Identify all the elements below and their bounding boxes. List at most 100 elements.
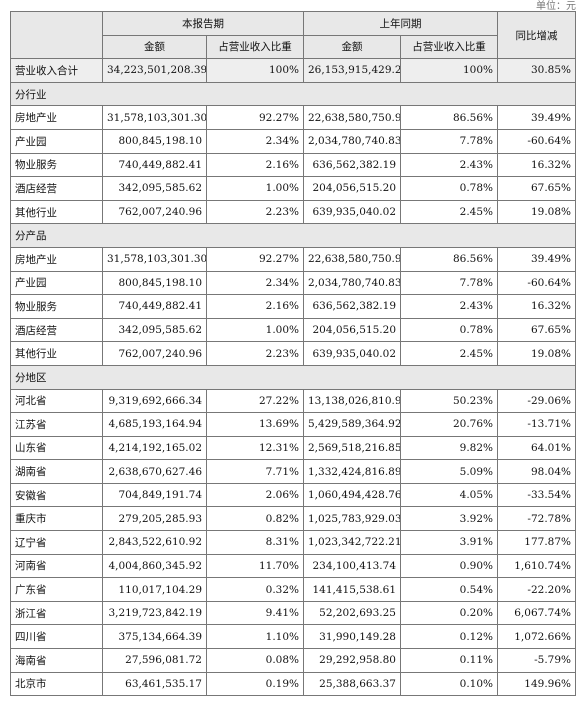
current-share-cell: 0.32% [206, 577, 304, 602]
yoy-change-cell: -29.06% [497, 388, 576, 414]
yoy-change-cell: -72.78% [497, 506, 576, 532]
total-row: 营业收入合计 34,223,501,208.39 100% 26,153,915… [10, 58, 576, 83]
prior-share-cell: 3.92% [400, 506, 498, 532]
prior-share-cell: 0.54% [400, 577, 498, 602]
yoy-change-cell: -5.79% [497, 648, 576, 673]
current-amount-cell: 342,095,585.62 [102, 176, 207, 201]
row-label: 房地产业 [10, 105, 103, 130]
row-label: 房地产业 [10, 246, 103, 272]
current-amount-cell: 2,638,670,627.46 [102, 459, 207, 484]
prior-amount-cell: 22,638,580,750.98 [303, 246, 401, 272]
yoy-change-cell: 67.65% [497, 176, 576, 201]
current-share-cell: 13.69% [206, 412, 304, 437]
current-share-cell: 2.06% [206, 482, 304, 508]
prior-amount-cell: 636,562,382.19 [303, 294, 401, 319]
table-body: 营业收入合计 34,223,501,208.39 100% 26,153,915… [10, 58, 576, 697]
row-label: 辽宁省 [10, 530, 103, 555]
table-row: 江苏省 4,685,193,164.94 13.69% 5,429,589,364.9… [10, 412, 576, 437]
table-row: 酒店经营 342,095,585.62 1.00% 204,056,515.20 0.7… [10, 176, 576, 201]
prior-share-cell: 3.91% [400, 530, 498, 555]
prior-amount-cell: 52,202,693.25 [303, 600, 401, 626]
header-row-columns: 金额 占营业收入比重 金额 占营业收入比重 [11, 34, 576, 60]
current-share-cell: 1.10% [206, 624, 304, 650]
table-row: 河南省 4,004,860,345.92 11.70% 234,100,413.74 0… [10, 553, 576, 579]
prior-amount-cell: 29,292,958.80 [303, 648, 401, 673]
prior-share-cell: 50.23% [400, 388, 498, 414]
prior-share-cell: 0.10% [400, 671, 498, 697]
current-share-cell: 2.23% [206, 341, 304, 366]
table-row: 安徽省 704,849,191.74 2.06% 1,060,494,428.76 4.… [10, 482, 576, 508]
row-label: 湖南省 [10, 459, 103, 484]
row-label: 海南省 [10, 648, 103, 673]
prior-amount-cell: 2,034,780,740.83 [303, 270, 401, 296]
row-label: 其他行业 [10, 341, 103, 366]
table-row: 物业服务 740,449,882.41 2.16% 636,562,382.19 2.4… [10, 294, 576, 319]
current-share-cell: 0.82% [206, 506, 304, 532]
current-amount-cell: 342,095,585.62 [102, 317, 207, 343]
row-label: 浙江省 [10, 600, 103, 626]
yoy-change-cell: 19.08% [497, 341, 576, 366]
table-row: 房地产业 31,578,103,301.30 92.27% 22,638,580,75… [10, 105, 576, 130]
yoy-change-cell: -13.71% [497, 412, 576, 437]
current-amount-cell: 9,319,692,666.34 [102, 388, 207, 414]
current-share-cell: 2.34% [206, 128, 304, 154]
table-row: 酒店经营 342,095,585.62 1.00% 204,056,515.20 0.7… [10, 317, 576, 343]
prior-share-cell: 0.11% [400, 648, 498, 673]
current-share-cell: 27.22% [206, 388, 304, 414]
prior-share-cell: 4.05% [400, 482, 498, 508]
header-current-period: 本报告期 [102, 11, 304, 36]
prior-amount-cell: 1,060,494,428.76 [303, 482, 401, 508]
prior-amount-cell: 1,332,424,816.89 [303, 459, 401, 484]
yoy-change-cell: 67.65% [497, 317, 576, 343]
row-label: 其他行业 [10, 199, 103, 225]
current-amount-cell: 31,578,103,301.30 [102, 105, 207, 130]
section-title: 分行业 [10, 81, 576, 107]
header-current-amount: 金额 [102, 34, 207, 60]
row-label: 营业收入合计 [10, 58, 103, 83]
prior-amount-cell: 639,935,040.02 [303, 341, 401, 366]
yoy-change-cell: -60.64% [497, 128, 576, 154]
table-row: 其他行业 762,007,240.96 2.23% 639,935,040.02 2.4… [10, 199, 576, 225]
prior-share-cell: 20.76% [400, 412, 498, 437]
row-label: 四川省 [10, 624, 103, 650]
current-amount-cell: 2,843,522,610.92 [102, 530, 207, 555]
row-label: 广东省 [10, 577, 103, 602]
prior-amount-cell: 2,034,780,740.83 [303, 128, 401, 154]
table-row: 产业园 800,845,198.10 2.34% 2,034,780,740.83 7.… [10, 128, 576, 154]
current-share-cell: 2.23% [206, 199, 304, 225]
table-row: 其他行业 762,007,240.96 2.23% 639,935,040.02 2.4… [10, 341, 576, 366]
yoy-change-cell: 177.87% [497, 530, 576, 555]
table-row: 河北省 9,319,692,666.34 27.22% 13,138,026,810.… [10, 388, 576, 414]
current-share-cell: 1.00% [206, 317, 304, 343]
current-amount-cell: 800,845,198.10 [102, 128, 207, 154]
current-share-cell: 0.19% [206, 671, 304, 697]
prior-amount-cell: 31,990,149.28 [303, 624, 401, 650]
current-share-cell: 0.08% [206, 648, 304, 673]
current-share-cell: 11.70% [206, 553, 304, 579]
yoy-change-cell: -22.20% [497, 577, 576, 602]
current-share-cell: 92.27% [206, 105, 304, 130]
prior-share-cell: 86.56% [400, 105, 498, 130]
yoy-change-cell: 1,072.66% [497, 624, 576, 650]
prior-share-cell: 2.43% [400, 294, 498, 319]
prior-amount-cell: 1,025,783,929.03 [303, 506, 401, 532]
yoy-change-cell: 98.04% [497, 459, 576, 484]
yoy-change-cell: 39.49% [497, 246, 576, 272]
table-row: 辽宁省 2,843,522,610.92 8.31% 1,023,342,722.21… [10, 530, 576, 555]
section-header-row: 分地区 [10, 364, 576, 390]
current-amount-cell: 740,449,882.41 [102, 294, 207, 319]
yoy-change-cell: 1,610.74% [497, 553, 576, 579]
current-share-cell: 2.16% [206, 152, 304, 178]
prior-amount-cell: 13,138,026,810.95 [303, 388, 401, 414]
row-label: 物业服务 [10, 294, 103, 319]
prior-share-cell: 0.78% [400, 317, 498, 343]
current-amount-cell: 704,849,191.74 [102, 482, 207, 508]
current-share-cell: 12.31% [206, 435, 304, 461]
unit-label: 单位：元 [536, 1, 576, 12]
prior-amount-cell: 204,056,515.20 [303, 176, 401, 201]
yoy-change-cell: 149.96% [497, 671, 576, 697]
header-current-share: 占营业收入比重 [206, 34, 304, 60]
current-amount-cell: 4,004,860,345.92 [102, 553, 207, 579]
table-row: 山东省 4,214,192,165.02 12.31% 2,569,518,216.8… [10, 435, 576, 461]
table-row: 物业服务 740,449,882.41 2.16% 636,562,382.19 2.4… [10, 152, 576, 178]
